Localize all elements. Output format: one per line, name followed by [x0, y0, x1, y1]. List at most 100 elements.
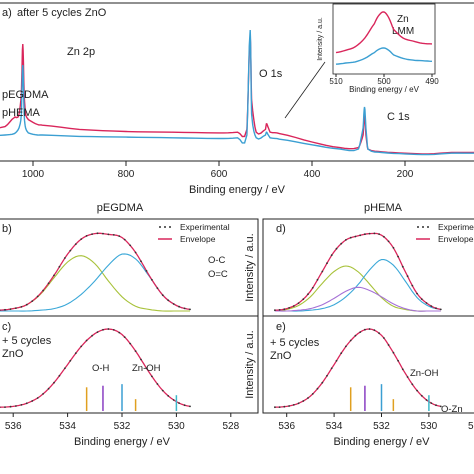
experimental-point — [74, 243, 77, 246]
experimental-point — [406, 275, 409, 278]
experimental-point — [36, 397, 39, 399]
experimental-point — [311, 393, 314, 395]
panel-frame — [262, 315, 474, 414]
experimental-point — [307, 397, 309, 399]
experimental-point — [96, 232, 99, 235]
experimental-point — [340, 242, 343, 245]
inset-pointer — [284, 61, 326, 119]
experimental-point — [397, 359, 399, 362]
experimental-point — [4, 406, 6, 408]
legend-dots-icon — [417, 226, 419, 228]
legend-dots-icon — [427, 226, 429, 228]
experimental-point — [430, 305, 433, 307]
panel-frame — [0, 218, 259, 317]
experimental-point — [161, 294, 164, 297]
inset: Intensity / a.u. Binding energy / eV Zn L… — [317, 3, 439, 94]
experimental-point — [302, 298, 305, 301]
legend-dots-icon — [159, 226, 161, 228]
experimental-point — [345, 345, 347, 348]
experimental-point — [58, 265, 61, 268]
experimental-point — [326, 262, 328, 265]
experimental-point — [416, 292, 418, 295]
legend-phema: pHEMA — [2, 107, 41, 119]
inset-pegdma-line — [335, 11, 433, 54]
experimental-point — [283, 308, 286, 311]
experimental-point — [156, 287, 159, 289]
component-label: Zn-OH — [132, 363, 161, 374]
panel-letter: d) — [276, 223, 286, 235]
inset-tick-label: 500 — [377, 77, 391, 86]
component-label: O=C — [208, 269, 228, 280]
x-tick-label: 528 — [468, 421, 474, 432]
experimental-point — [145, 270, 148, 272]
panel-a-label: a) — [2, 7, 12, 19]
experimental-point — [411, 383, 414, 386]
panel-letter: b) — [2, 223, 12, 235]
experimental-point — [172, 303, 175, 305]
experimental-point — [416, 389, 418, 392]
legend-dots-icon — [169, 226, 171, 228]
experimental-point — [340, 352, 343, 355]
experimental-point — [47, 387, 50, 390]
experimental-point — [85, 339, 88, 342]
experimental-point — [420, 298, 423, 300]
experimental-point — [349, 236, 352, 239]
panel-c: 536 534 532 530 528 Binding energy / eV O-H Zn-… — [0, 315, 259, 448]
experimental-point — [383, 235, 385, 238]
panel-d-title: pHEMA — [364, 202, 403, 214]
experimental-point — [311, 286, 314, 289]
experimental-point — [401, 368, 404, 371]
legend-label: Experimental — [180, 222, 230, 232]
experimental-point — [420, 394, 423, 397]
y-axis-label: Intensity / a.u. — [244, 330, 256, 398]
y-axis-label: Intensity / a.u. — [244, 233, 256, 301]
experimental-point — [189, 308, 191, 311]
peak-label-o1s: O 1s — [259, 68, 283, 80]
inset-xlabel: Binding energy / eV — [349, 85, 419, 94]
experimental-point — [401, 265, 404, 268]
inset-phema-line — [335, 47, 433, 65]
experimental-point — [151, 278, 153, 281]
x-axis-label: Binding energy / eV — [333, 436, 430, 448]
experimental-point — [20, 306, 23, 308]
experimental-point — [96, 331, 99, 333]
experimental-point — [178, 305, 181, 308]
component-label: O-Zn — [441, 404, 463, 415]
inset-series — [335, 11, 433, 65]
panel-d: Intensity / a.u. Experimental Envelope — [244, 218, 474, 317]
experimental-point — [134, 251, 137, 254]
experimental-point — [307, 293, 309, 296]
experimental-point — [91, 233, 93, 236]
experimental-point — [321, 270, 324, 273]
panel-a-series — [0, 29, 474, 156]
experimental-point — [335, 359, 338, 362]
panel-b: Experimental Envelope O-C O=C — [0, 218, 259, 317]
experimental-point — [387, 240, 390, 243]
experimental-point — [53, 274, 55, 277]
experimental-point — [297, 302, 300, 304]
experimental-point — [102, 232, 104, 235]
inset-frame — [332, 3, 436, 75]
x-tick-label: 530 — [421, 421, 438, 432]
experimental-point — [140, 358, 142, 361]
experimental-point — [392, 351, 395, 354]
component-extra-line — [274, 286, 441, 312]
experimental-point — [302, 400, 305, 402]
peak-label-zn2p: Zn 2p — [67, 46, 95, 58]
inset-tick-label: 490 — [425, 77, 439, 86]
x-tick-label: 528 — [222, 421, 239, 432]
x-tick-label: 534 — [326, 421, 343, 432]
experimental-point — [107, 328, 110, 330]
experimental-point — [359, 234, 362, 237]
experimental-point — [364, 328, 366, 331]
experimental-point — [435, 307, 437, 310]
panel-condition-label: + 5 cycles — [2, 335, 52, 347]
experimental-point — [167, 395, 170, 397]
inset-title-line: LMM — [392, 26, 414, 37]
legend-label: Experimental — [438, 222, 474, 232]
experimental-point — [53, 381, 55, 384]
x-tick-label: 530 — [168, 421, 185, 432]
inset-title: Zn LMM — [392, 14, 414, 37]
experimental-point — [80, 238, 83, 241]
